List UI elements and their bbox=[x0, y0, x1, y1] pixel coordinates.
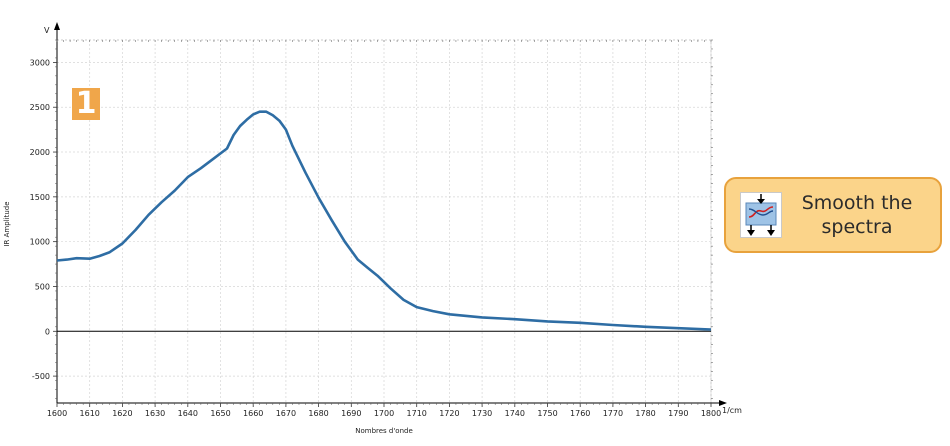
x-tick-label: 1640 bbox=[178, 409, 198, 418]
step-card-text: Smooth the spectra bbox=[782, 191, 940, 239]
y-tick-label: 1000 bbox=[30, 238, 50, 247]
x-tick-label: 1680 bbox=[308, 409, 328, 418]
x-unit-label: 1/cm bbox=[722, 406, 742, 415]
x-tick-label: 1620 bbox=[112, 409, 132, 418]
x-ticks: 1600 1610 1620 1630 1640 1650 1660 1670 1680 1690… bbox=[47, 40, 721, 418]
y-tick-label: -500 bbox=[32, 372, 50, 381]
y-unit-label: V bbox=[44, 26, 50, 35]
x-tick-label: 1700 bbox=[374, 409, 394, 418]
y-tick-label: 2000 bbox=[30, 148, 50, 157]
x-tick-label: 1660 bbox=[243, 409, 263, 418]
x-tick-label: 1790 bbox=[668, 409, 688, 418]
x-axis-arrow bbox=[719, 400, 727, 406]
x-tick-label: 1600 bbox=[47, 409, 67, 418]
x-axis-title: Nombres d'onde bbox=[355, 427, 413, 435]
x-tick-label: 1710 bbox=[407, 409, 427, 418]
y-axis-title: IR Amplitude bbox=[3, 201, 11, 246]
smooth-spectra-step-card[interactable]: Smooth the spectra bbox=[724, 177, 942, 253]
x-tick-label: 1690 bbox=[341, 409, 361, 418]
chart-grid bbox=[56, 39, 712, 404]
x-tick-label: 1610 bbox=[80, 409, 100, 418]
y-tick-label: 3000 bbox=[30, 58, 50, 67]
x-tick-label: 1740 bbox=[505, 409, 525, 418]
x-tick-label: 1650 bbox=[210, 409, 230, 418]
y-tick-label: 0 bbox=[45, 327, 50, 336]
x-tick-label: 1760 bbox=[570, 409, 590, 418]
x-tick-label: 1780 bbox=[635, 409, 655, 418]
x-tick-label: 1670 bbox=[276, 409, 296, 418]
x-tick-label: 1730 bbox=[472, 409, 492, 418]
x-tick-label: 1770 bbox=[603, 409, 623, 418]
y-ticks: -500 0 500 1000 1500 2000 2500 3000 bbox=[30, 39, 713, 399]
x-tick-label: 1750 bbox=[537, 409, 557, 418]
x-tick-label: 1720 bbox=[439, 409, 459, 418]
x-tick-label: 1630 bbox=[145, 409, 165, 418]
smooth-spectra-icon bbox=[740, 192, 782, 238]
chart-axes bbox=[54, 22, 727, 406]
y-tick-label: 1500 bbox=[30, 193, 50, 202]
step-card-line1: Smooth the bbox=[801, 192, 913, 214]
y-tick-label: 500 bbox=[35, 282, 50, 291]
y-axis-arrow bbox=[54, 22, 60, 30]
x-tick-label: 1800 bbox=[701, 409, 721, 418]
step-number-badge: 1 bbox=[72, 88, 100, 120]
series-line bbox=[56, 110, 712, 331]
step-card-line2: spectra bbox=[821, 216, 893, 238]
y-tick-label: 2500 bbox=[30, 103, 50, 112]
